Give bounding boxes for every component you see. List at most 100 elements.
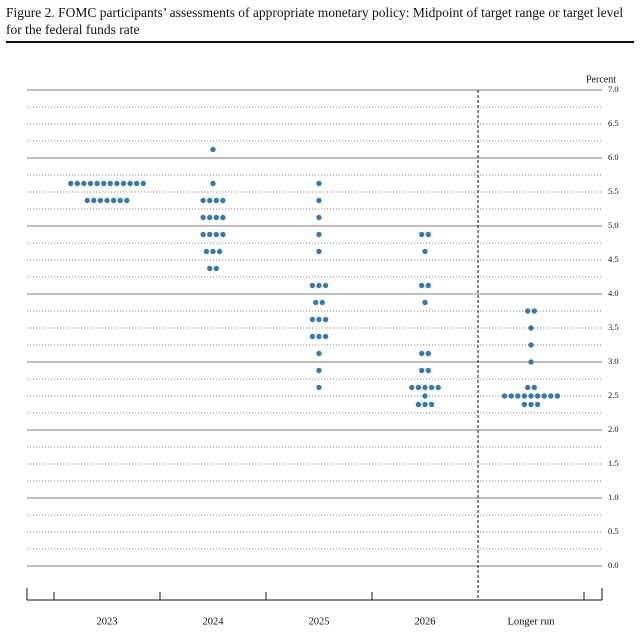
dot xyxy=(528,359,534,365)
title-rule xyxy=(6,41,634,43)
dot xyxy=(322,333,329,340)
dot xyxy=(316,350,322,357)
dot xyxy=(220,231,226,238)
dot xyxy=(84,197,90,204)
dot xyxy=(415,384,422,391)
dot xyxy=(428,384,435,391)
dot xyxy=(213,214,219,221)
y-tick-label: 2.0 xyxy=(608,424,619,434)
dot xyxy=(316,180,322,187)
dot xyxy=(68,180,74,187)
dot xyxy=(200,214,206,221)
dot xyxy=(531,384,537,391)
dot xyxy=(200,231,206,238)
dot xyxy=(419,350,425,357)
dot xyxy=(316,214,322,221)
dot xyxy=(422,299,428,306)
x-tick-label: 2025 xyxy=(309,616,330,627)
y-tick-label: 0.5 xyxy=(608,526,619,536)
dot xyxy=(528,393,534,399)
y-tick-label: 2.5 xyxy=(608,390,619,400)
dot xyxy=(419,367,425,374)
dot xyxy=(425,367,431,374)
dot xyxy=(207,214,213,221)
dot xyxy=(316,197,322,204)
dot xyxy=(207,231,213,238)
x-tick-label: Longer run xyxy=(508,616,556,627)
dot xyxy=(117,197,123,204)
dot xyxy=(419,231,425,238)
dot xyxy=(74,180,81,187)
dot xyxy=(87,180,94,187)
dot xyxy=(207,265,213,272)
dot xyxy=(309,316,316,323)
dot xyxy=(525,384,531,391)
y-tick-label: 0.0 xyxy=(608,560,619,570)
dot xyxy=(521,401,528,408)
dot xyxy=(501,393,508,399)
y-tick-label: 1.0 xyxy=(608,492,619,502)
dot xyxy=(534,401,541,408)
dot xyxy=(508,393,514,399)
dot xyxy=(316,231,322,238)
dot xyxy=(425,350,431,357)
dot xyxy=(409,384,415,391)
dot xyxy=(419,282,425,289)
dot xyxy=(120,180,127,187)
dot xyxy=(213,231,219,238)
y-tick-label: 1.5 xyxy=(608,458,619,468)
dot xyxy=(319,299,325,306)
y-tick-label: 6.0 xyxy=(608,152,619,162)
dot xyxy=(515,393,521,399)
dot xyxy=(220,197,226,204)
dot xyxy=(220,214,226,221)
dot xyxy=(525,308,531,314)
dot xyxy=(216,248,223,255)
dot xyxy=(213,265,219,272)
dot xyxy=(309,333,316,340)
x-tick-label: 2024 xyxy=(203,616,225,627)
dot xyxy=(316,367,322,374)
dot xyxy=(316,333,322,340)
dot xyxy=(422,384,428,391)
y-tick-label: 3.5 xyxy=(608,322,619,332)
dot xyxy=(313,299,319,306)
dot xyxy=(435,384,441,391)
dot xyxy=(140,180,146,187)
dot xyxy=(541,393,547,399)
dot xyxy=(322,316,329,323)
dot xyxy=(528,325,534,331)
x-tick-label: 2023 xyxy=(97,616,118,627)
dot xyxy=(124,197,130,204)
dot xyxy=(521,393,528,399)
dot xyxy=(134,180,140,187)
dot xyxy=(200,197,206,204)
y-tick-label: 7.0 xyxy=(608,84,619,94)
dot xyxy=(316,248,322,255)
dot xyxy=(210,248,216,255)
dot xyxy=(110,197,117,204)
dot xyxy=(534,393,541,399)
dot xyxy=(415,401,422,408)
dot xyxy=(425,231,431,238)
dot xyxy=(127,180,133,187)
dot xyxy=(210,180,216,187)
dot xyxy=(309,282,316,289)
dot xyxy=(81,180,87,187)
dot xyxy=(422,393,428,399)
dot xyxy=(91,197,97,204)
dot xyxy=(548,393,554,399)
dot xyxy=(531,308,537,314)
chart-title: Figure 2. FOMC participants’ assessments… xyxy=(6,5,624,37)
dot xyxy=(316,316,322,323)
dot xyxy=(528,342,534,348)
dot xyxy=(210,146,216,153)
y-tick-label: 5.0 xyxy=(608,220,619,230)
dot xyxy=(422,248,428,255)
dot xyxy=(101,180,107,187)
dot xyxy=(316,282,322,289)
y-tick-label: 6.5 xyxy=(608,118,619,128)
dot xyxy=(428,401,435,408)
y-tick-label: 5.5 xyxy=(608,186,619,196)
